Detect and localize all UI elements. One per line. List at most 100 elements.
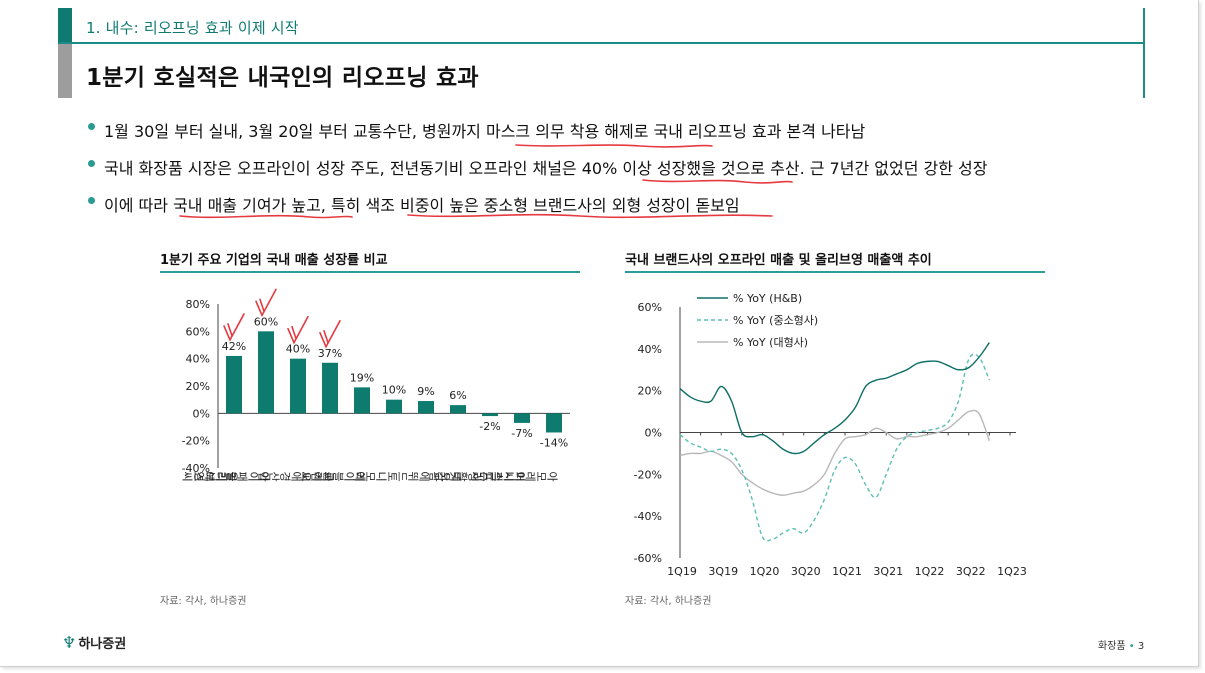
bar-data-label: 37% bbox=[318, 347, 342, 360]
bullet-item: 국내 화장품 시장은 오프라인이 성장 주도, 전년동기비 오프라인 채널은 4… bbox=[84, 155, 1164, 192]
bar bbox=[546, 413, 562, 433]
x-category-label: 아모레퍼시픽 bbox=[492, 470, 558, 483]
bullet-dot-icon bbox=[88, 123, 95, 130]
bar bbox=[290, 358, 306, 414]
check-mark-annotation bbox=[255, 288, 277, 318]
series-line bbox=[679, 342, 990, 455]
legend-label: % YoY (대형사) bbox=[733, 336, 808, 349]
y-tick-label: 20% bbox=[186, 380, 210, 393]
bar bbox=[322, 362, 338, 414]
footer-logo-text: 하나증권 bbox=[78, 637, 127, 652]
y-tick-label: -40% bbox=[182, 462, 210, 475]
annotation-underline bbox=[179, 214, 353, 219]
y-tick-label: 20% bbox=[638, 385, 662, 398]
x-category-label: 애경산업 bbox=[258, 470, 302, 483]
x-tick-label: 1Q22 bbox=[915, 565, 945, 578]
bar-data-label: 19% bbox=[350, 371, 374, 384]
bar bbox=[354, 387, 370, 414]
section-label: 1. 내수: 리오프닝 효과 이제 시작 bbox=[86, 19, 299, 37]
x-category-label: 클리오 bbox=[301, 470, 334, 483]
bar bbox=[386, 399, 402, 414]
check-mark-annotation bbox=[319, 319, 341, 349]
right-chart-source: 자료: 각사, 하나증권 bbox=[625, 596, 712, 607]
bar-data-label: 42% bbox=[222, 340, 246, 353]
x-category-label: 이니스프리 bbox=[471, 470, 526, 483]
footer-page-label: 화장품 bbox=[1098, 641, 1126, 652]
bar bbox=[514, 413, 530, 423]
x-tick-label: 1Q20 bbox=[750, 565, 780, 578]
bullet-text: 이에 따라 국내 매출 기여가 높고, 특히 색조 비중이 높은 중소형 브랜드… bbox=[104, 196, 740, 215]
x-category-label: 아이패밀리에스씨 bbox=[182, 470, 270, 483]
x-tick-label: 1Q21 bbox=[832, 565, 862, 578]
right-chart-title: 국내 브랜드사의 오프라인 매출 및 올리브영 매출액 추이 bbox=[625, 253, 932, 268]
annotation-underline bbox=[407, 213, 773, 219]
page-title: 1분기 호실적은 내국인의 리오프닝 효과 bbox=[86, 65, 479, 91]
y-tick-label: -60% bbox=[634, 552, 662, 565]
x-category-label: 에뛰드 bbox=[397, 470, 430, 483]
x-tick-label: 3Q22 bbox=[956, 565, 986, 578]
bullet-text: 1월 30일 부터 실내, 3월 20일 부터 교통수단, 병원까지 마스크 의… bbox=[104, 122, 866, 141]
bullet-dot-icon bbox=[88, 197, 95, 204]
x-tick-label: 3Q21 bbox=[873, 565, 903, 578]
bullet-text: 국내 화장품 시장은 오프라인이 성장 주도, 전년동기비 오프라인 채널은 4… bbox=[104, 159, 988, 178]
left-chart-title: 1분기 주요 기업의 국내 매출 성장률 비교 bbox=[160, 253, 388, 268]
y-tick-label: 40% bbox=[186, 353, 210, 366]
bar-data-label: 6% bbox=[449, 389, 466, 402]
bar-data-label: 40% bbox=[286, 343, 310, 356]
bar-data-label: -14% bbox=[540, 436, 568, 449]
title-header: 1분기 호실적은 내국인의 리오프닝 효과 bbox=[58, 44, 1145, 98]
bar bbox=[450, 405, 466, 414]
left-chart-source: 자료: 각사, 하나증권 bbox=[160, 596, 247, 607]
footer-logo: ♆ 하나증권 bbox=[62, 633, 126, 652]
y-tick-label: 60% bbox=[638, 301, 662, 314]
bar-data-label: -7% bbox=[511, 427, 532, 440]
bar bbox=[226, 355, 242, 414]
bullet-item: 이에 따라 국내 매출 기여가 높고, 특히 색조 비중이 높은 중소형 브랜드… bbox=[84, 192, 1164, 229]
section-header: 1. 내수: 리오프닝 효과 이제 시작 bbox=[58, 8, 1145, 44]
y-tick-label: 0% bbox=[645, 427, 662, 440]
annotation-underline bbox=[642, 179, 793, 184]
y-tick-label: 80% bbox=[186, 298, 210, 311]
title-accent-bar bbox=[58, 44, 72, 98]
x-tick-label: 3Q20 bbox=[791, 565, 821, 578]
y-tick-label: 60% bbox=[186, 325, 210, 338]
series-line bbox=[679, 409, 991, 496]
series-line bbox=[679, 353, 991, 542]
bar-data-label: 9% bbox=[417, 385, 434, 398]
y-tick-label: -40% bbox=[634, 510, 662, 523]
legend-label: % YoY (중소형사) bbox=[733, 314, 818, 327]
x-category-label: 에이블씨엔씨 bbox=[300, 470, 366, 483]
bar bbox=[482, 413, 498, 417]
x-tick-label: 3Q19 bbox=[708, 565, 738, 578]
bar-data-label: 10% bbox=[382, 384, 406, 397]
line-chart: 60% 40% 20% 0% -20% -40% -60% 1Q19 3Q19 1Q20 3Q20 1… bbox=[634, 292, 1027, 578]
x-tick-label: 1Q23 bbox=[997, 565, 1027, 578]
bar-data-label: -2% bbox=[479, 420, 500, 433]
x-category-label: 토니모리 bbox=[354, 470, 398, 483]
y-tick-label: -20% bbox=[634, 468, 662, 481]
bullet-list: 1월 30일 부터 실내, 3월 20일 부터 교통수단, 병원까지 마스크 의… bbox=[84, 118, 1164, 229]
bar-data-label: 60% bbox=[254, 315, 278, 328]
bullet-dot-icon bbox=[88, 160, 95, 167]
annotation-underline bbox=[515, 144, 713, 148]
x-tick-label: 1Q19 bbox=[667, 565, 697, 578]
check-mark-annotation bbox=[223, 313, 245, 342]
bar bbox=[258, 331, 274, 414]
y-tick-label: -20% bbox=[182, 435, 210, 448]
right-chart-rule bbox=[625, 271, 1045, 273]
footer-dot-icon: • bbox=[1128, 641, 1135, 652]
footer-page-number: 3 bbox=[1137, 641, 1145, 652]
bar-chart: 80% 60% 40% 20% 0% -20% -40% 42% 올리브영 60% 아이패밀리에스씨… bbox=[182, 288, 570, 483]
legend-label: % YoY (H&B) bbox=[733, 292, 802, 305]
footer-page: 화장품 • 3 bbox=[1098, 637, 1144, 652]
x-category-label: LG생활건강 bbox=[435, 470, 494, 483]
x-category-label: 네오팜 bbox=[429, 470, 462, 483]
y-tick-label: 0% bbox=[193, 407, 210, 420]
x-category-label: 올리브영 bbox=[194, 470, 238, 483]
bullet-item: 1월 30일 부터 실내, 3월 20일 부터 교통수단, 병원까지 마스크 의… bbox=[84, 118, 1164, 155]
y-tick-label: 40% bbox=[638, 343, 662, 356]
hana-logo-icon: ♆ bbox=[62, 633, 77, 652]
check-mark-annotation bbox=[287, 315, 309, 345]
